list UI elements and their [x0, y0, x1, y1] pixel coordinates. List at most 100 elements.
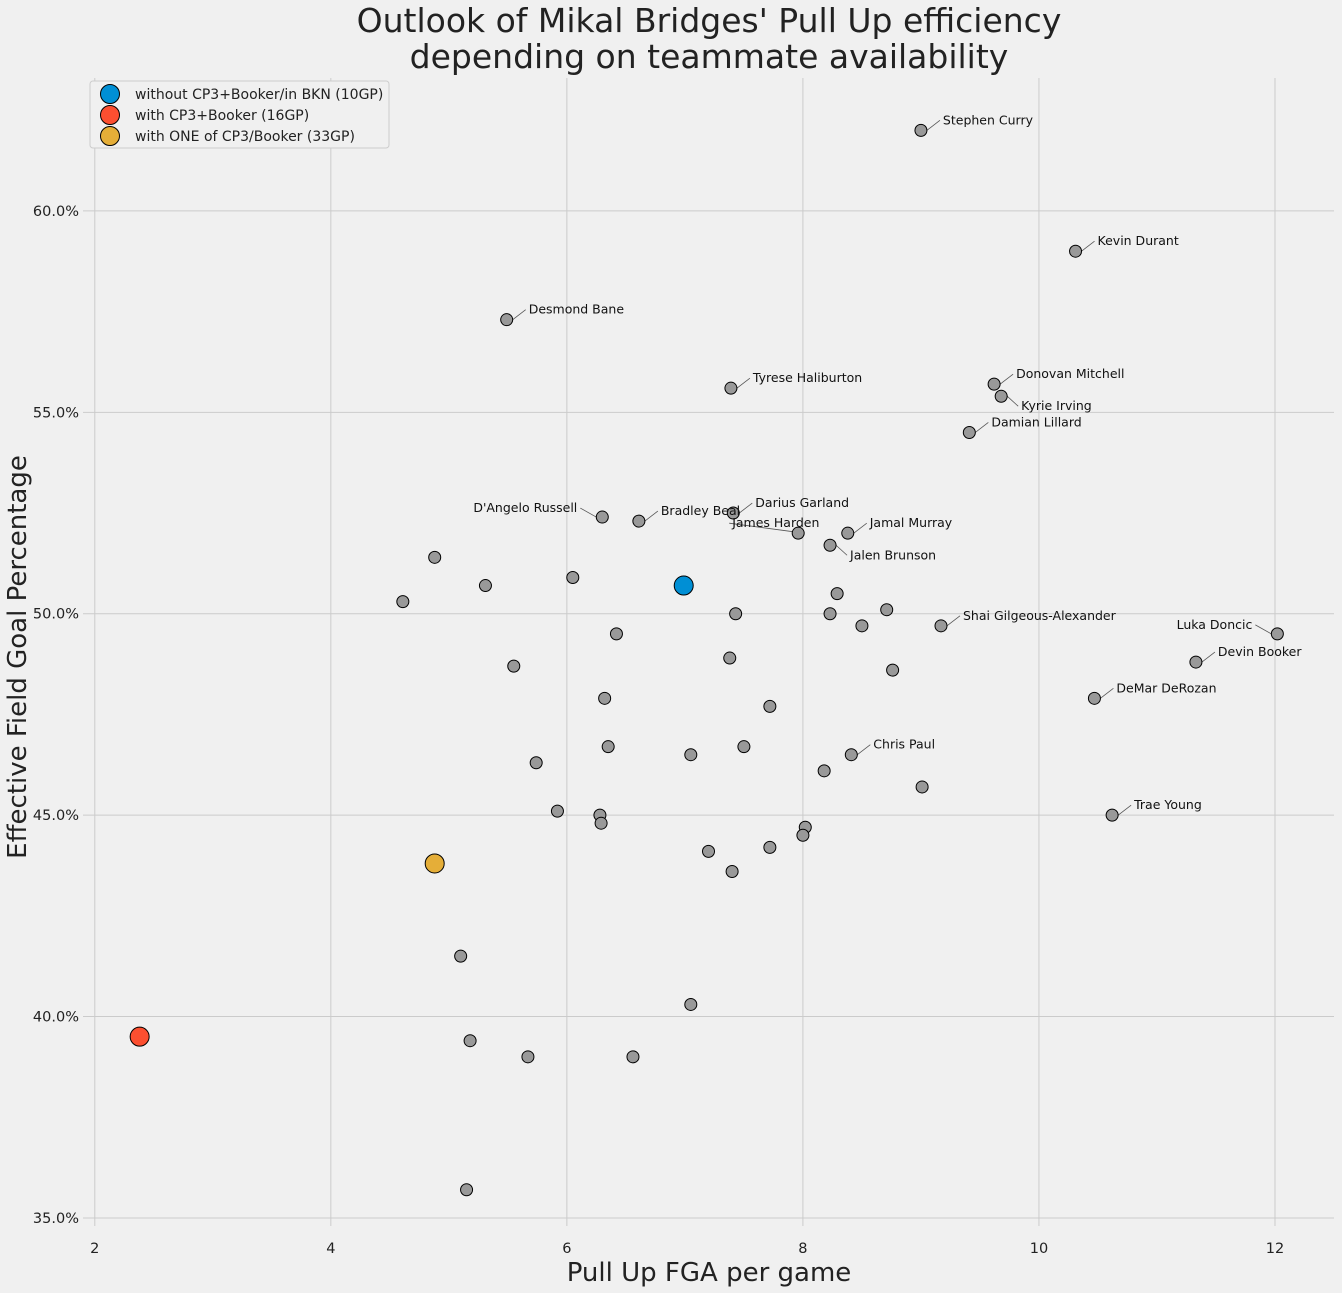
x-tick-label: 4: [326, 1241, 335, 1257]
player-point: [796, 828, 810, 842]
annotation-leader-shai-gilgeous-alexander: [946, 615, 961, 627]
player-point: [723, 651, 737, 665]
player-point: [684, 997, 698, 1011]
player-point-demar-derozan: [1087, 691, 1101, 705]
annotation-leader-damian-lillard: [975, 422, 989, 433]
player-point: [823, 607, 837, 621]
player-point: [460, 1183, 474, 1197]
legend-label-with-cp3-booker: with CP3+Booker (16GP): [135, 108, 309, 124]
player-point-tyrese-haliburton: [724, 381, 738, 395]
player-point: [594, 816, 608, 830]
x-tick-label: 12: [1266, 1241, 1284, 1257]
player-point-chris-paul: [844, 748, 858, 762]
player-point-shai-gilgeous-alexander: [934, 619, 948, 633]
player-point: [729, 607, 743, 621]
annotation-desmond-bane: Desmond Bane: [529, 302, 625, 317]
player-point: [763, 840, 777, 854]
annotations: Stephen Curry Kevin Durant Desmond Bane Tyr…: [473, 112, 1302, 812]
y-tick-label: 60.0%: [33, 204, 79, 220]
annotation-damian-lillard: Damian Lillard: [991, 414, 1081, 429]
player-point-darius-garland: [726, 506, 740, 520]
annotation-leader-jamal-murray: [853, 522, 868, 534]
annotation-tyrese-haliburton: Tyrese Haliburton: [752, 370, 862, 385]
legend-label-with-one-of-cp3-booker: with ONE of CP3/Booker (33GP): [135, 129, 355, 145]
player-point: [737, 740, 751, 754]
player-point-jalen-brunson: [823, 538, 837, 552]
player-point: [478, 579, 492, 593]
annotation-leader-jalen-brunson: [835, 544, 848, 556]
player-point-devin-booker: [1189, 655, 1203, 669]
player-point-jamal-murray: [841, 526, 855, 540]
annotation-darius-garland: Darius Garland: [755, 495, 849, 510]
legend-marker-with-one-of-cp3-booker: [100, 126, 120, 146]
player-point-desmond-bane: [500, 313, 514, 327]
x-tick-label: 8: [798, 1241, 807, 1257]
annotation-leader-luka-doncic: [1255, 624, 1272, 635]
annotation-leader-tyrese-haliburton: [736, 377, 751, 389]
y-tick-label: 45.0%: [33, 808, 79, 824]
player-point: [702, 844, 715, 858]
annotation-trae-young: Trae Young: [1133, 797, 1202, 812]
legend-frame: [89, 80, 390, 149]
player-point-bradley-beal: [632, 514, 646, 528]
axis-ticks: 2 4 6 8 10 12 35.0% 40.0% 45.0% 50.0% 55.0% 60.0%: [33, 204, 1284, 1257]
annotation-jamal-murray: Jamal Murray: [869, 515, 953, 530]
player-point-james-harden: [791, 526, 805, 540]
player-point: [626, 1050, 640, 1064]
y-axis-label: Effective Field Goal Percentage: [3, 455, 33, 859]
annotation-leader-darius-garland: [739, 502, 753, 514]
legend-marker-without-cp3-booker: [100, 84, 120, 104]
player-point-trae-young: [1105, 808, 1119, 822]
chart-title-line-1: Outlook of Mikal Bridges' Pull Up effici…: [357, 1, 1062, 40]
annotation-leaders: [512, 120, 1272, 816]
annotation-demar-derozan: DeMar DeRozan: [1116, 680, 1216, 695]
series-point-with-one-of-cp3-booker-33gp: [424, 853, 445, 874]
player-point: [855, 619, 869, 633]
annotation-leader-james-harden: [729, 522, 805, 534]
player-point: [684, 748, 698, 762]
player-point: [598, 691, 612, 705]
annotation-stephen-curry: Stephen Curry: [943, 112, 1034, 127]
annotation-leader-demar-derozan: [1100, 688, 1114, 699]
annotation-leader-trae-young: [1117, 804, 1132, 816]
player-point-damian-lillard: [962, 425, 976, 439]
annotation-bradley-beal: Bradley Beal: [661, 503, 740, 518]
y-tick-label: 35.0%: [33, 1211, 79, 1227]
annotation-james-harden: James Harden: [731, 515, 819, 530]
series-point-without-cp3-booker-in-bkn-10gp: [673, 575, 694, 596]
player-point: [550, 804, 564, 818]
x-tick-label: 2: [90, 1241, 99, 1257]
player-point: [880, 603, 894, 617]
x-tick-label: 6: [562, 1241, 571, 1257]
player-point: [521, 1050, 535, 1064]
annotation-shai-gilgeous-alexander: Shai Gilgeous-Alexander: [963, 608, 1117, 623]
annotation-leader-bradley-beal: [644, 510, 659, 522]
player-point: [817, 764, 831, 778]
annotation-leader-chris-paul: [857, 744, 871, 756]
annotation-leader-stephen-curry: [926, 120, 941, 131]
data-points: [129, 123, 1284, 1197]
annotation-leader-donovan-mitchell: [999, 373, 1014, 385]
player-point: [915, 780, 929, 794]
player-point: [428, 550, 442, 564]
legend-marker-with-cp3-booker: [100, 105, 120, 125]
legend-label-without-cp3-booker: without CP3+Booker/in BKN (10GP): [135, 87, 383, 103]
player-point: [609, 627, 623, 641]
annotation-chris-paul: Chris Paul: [873, 737, 935, 752]
annotation-kevin-durant: Kevin Durant: [1098, 233, 1179, 248]
legend: without CP3+Booker/in BKN (10GP) with CP…: [89, 80, 390, 149]
x-tick-label: 10: [1030, 1241, 1048, 1257]
series-point-with-cp3-booker-16gp: [129, 1026, 150, 1047]
annotation-devin-booker: Devin Booker: [1218, 644, 1302, 659]
player-point: [566, 570, 580, 584]
player-point-luka-doncic: [1270, 627, 1284, 641]
player-point: [396, 595, 410, 609]
annotation-leader-kyrie-irving: [1006, 395, 1019, 407]
player-point: [463, 1034, 477, 1048]
annotation-leader-desmond-bane: [512, 309, 526, 321]
annotation-donovan-mitchell: Donovan Mitchell: [1016, 366, 1124, 381]
player-point: [725, 865, 739, 879]
annotation-jalen-brunson: Jalen Brunson: [849, 547, 936, 562]
player-point: [454, 949, 468, 963]
